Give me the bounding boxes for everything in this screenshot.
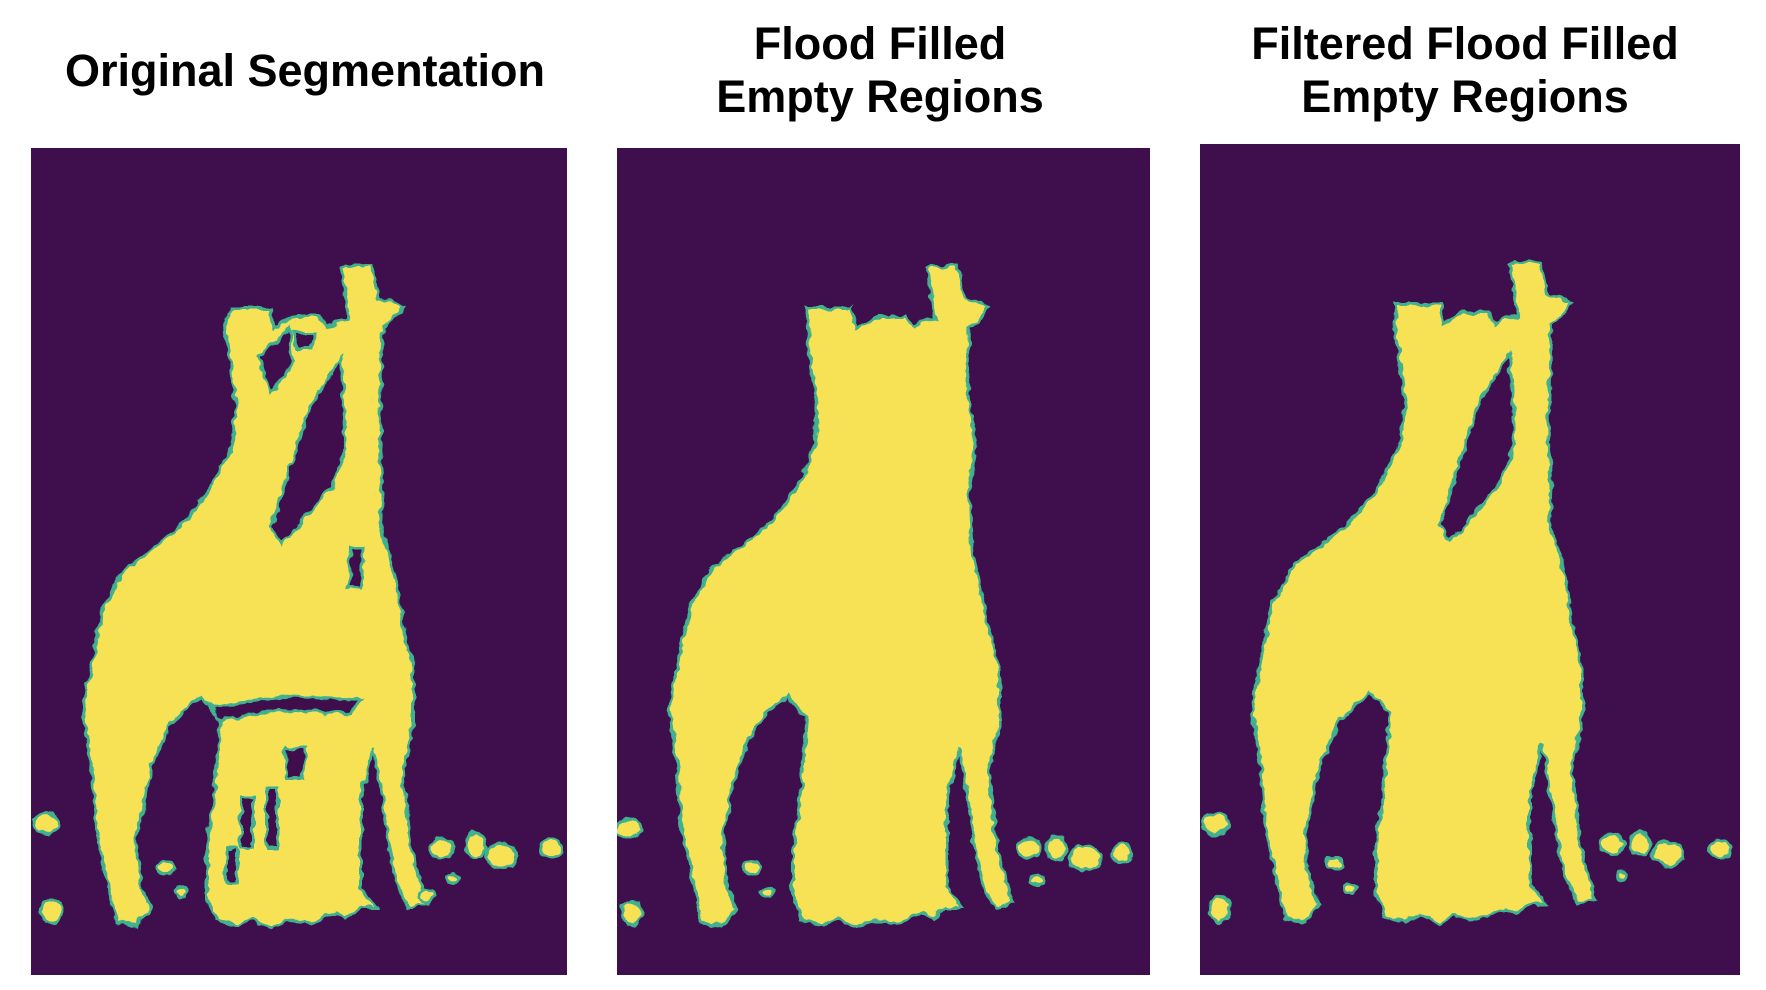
segmentation-image-original: [31, 148, 567, 975]
panel-title-original: Original Segmentation: [25, 10, 585, 130]
panel-title-flood-filled-line2: Empty Regions: [716, 71, 1044, 122]
panel-title-filtered: Filtered Flood Filled Empty Regions: [1185, 10, 1745, 130]
panel-title-flood-filled-line1: Flood Filled: [753, 18, 1007, 69]
segmentation-image-filtered: [1200, 144, 1740, 975]
segmentation-image-flood-filled: [617, 148, 1150, 975]
panel-title-flood-filled: Flood Filled Empty Regions: [610, 10, 1150, 130]
panel-title-original-line1: Original Segmentation: [64, 44, 546, 96]
panel-title-filtered-line1: Filtered Flood Filled: [1251, 18, 1679, 69]
giraffe-silhouette-filled: [667, 264, 1014, 930]
panel-title-filtered-line2: Empty Regions: [1301, 71, 1629, 122]
